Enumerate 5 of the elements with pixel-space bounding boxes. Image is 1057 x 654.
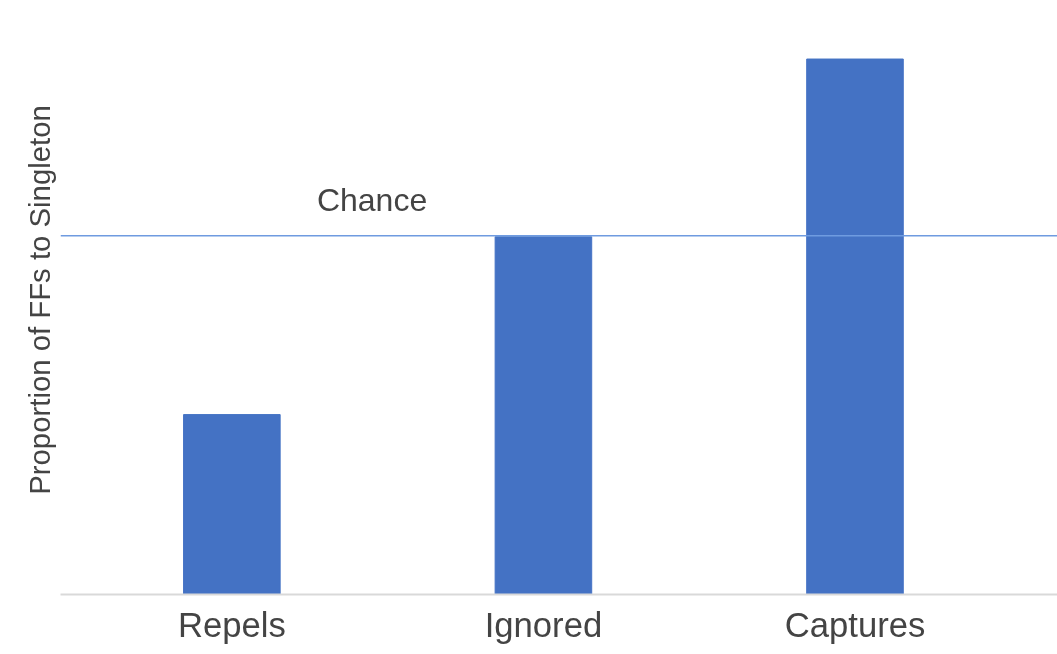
x-tick-label: Captures xyxy=(784,605,926,644)
y-axis-title: Proportion of FFs to Singleton xyxy=(22,105,56,495)
x-tick-label: Repels xyxy=(177,605,286,644)
x-tick-label: Ignored xyxy=(484,605,603,644)
ref-line-label: Chance xyxy=(316,181,428,218)
